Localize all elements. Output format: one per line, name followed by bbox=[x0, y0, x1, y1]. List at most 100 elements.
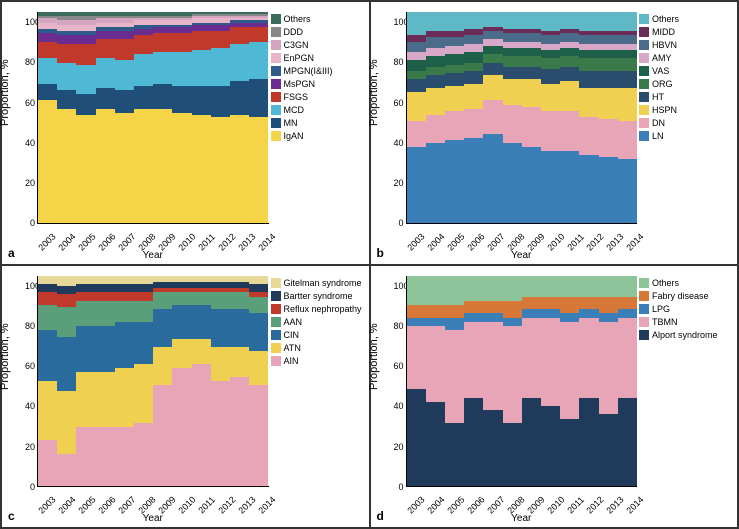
bar-segment bbox=[445, 276, 464, 305]
bar-segment bbox=[407, 79, 426, 92]
bar-segment bbox=[230, 292, 249, 309]
plot-area bbox=[406, 12, 638, 224]
bar-segment bbox=[153, 292, 172, 309]
bar-segment bbox=[96, 292, 115, 300]
bar-segment bbox=[503, 276, 522, 301]
bar-segment bbox=[560, 151, 579, 223]
bar-segment bbox=[483, 276, 502, 301]
bar-segment bbox=[599, 12, 618, 31]
bar-segment bbox=[541, 12, 560, 31]
bar-segment bbox=[445, 423, 464, 486]
legend-item: LPG bbox=[639, 304, 732, 314]
year-column bbox=[249, 276, 268, 487]
bar-segment bbox=[172, 33, 191, 52]
legend-swatch bbox=[271, 291, 281, 301]
bar-segment bbox=[560, 56, 579, 67]
year-column bbox=[618, 12, 637, 223]
y-tick: 60 bbox=[25, 98, 35, 108]
y-tick: 100 bbox=[394, 281, 404, 291]
x-ticks: 2003200420052006200720082009201020112012… bbox=[37, 237, 269, 247]
y-tick: 40 bbox=[394, 138, 404, 148]
x-axis-label: Year bbox=[37, 250, 269, 261]
bar-segment bbox=[134, 292, 153, 300]
legend-label: Gitelman syndrome bbox=[284, 278, 362, 288]
bar-segment bbox=[38, 284, 57, 292]
bar-segment bbox=[76, 326, 95, 372]
legend-item: MIDD bbox=[639, 27, 732, 37]
year-column bbox=[579, 12, 598, 223]
y-tick: 100 bbox=[394, 17, 404, 27]
bar-segment bbox=[115, 292, 134, 300]
bar-segment bbox=[96, 58, 115, 87]
bar-segment bbox=[579, 35, 598, 43]
legend-item: AIN bbox=[271, 356, 364, 366]
bar-segment bbox=[230, 27, 249, 44]
bar-segment bbox=[522, 107, 541, 147]
bar-segment bbox=[522, 48, 541, 56]
y-tick: 60 bbox=[394, 361, 404, 371]
legend-item: EnPGN bbox=[271, 53, 364, 63]
bar-segment bbox=[57, 391, 76, 454]
bar-segment bbox=[211, 292, 230, 309]
legend-swatch bbox=[271, 118, 281, 128]
bar-segment bbox=[249, 79, 268, 117]
y-tick: 20 bbox=[394, 442, 404, 452]
bar-segment bbox=[445, 73, 464, 86]
year-column bbox=[134, 12, 153, 223]
bar-segment bbox=[230, 377, 249, 486]
bar-segment bbox=[38, 440, 57, 486]
bar-segment bbox=[599, 322, 618, 415]
legend-label: FSGS bbox=[284, 92, 309, 102]
bar-segment bbox=[522, 309, 541, 317]
year-column bbox=[192, 12, 211, 223]
bar-segment bbox=[153, 109, 172, 223]
year-column bbox=[115, 276, 134, 487]
y-tick: 80 bbox=[394, 321, 404, 331]
year-column bbox=[38, 12, 57, 223]
bar-segment bbox=[38, 58, 57, 83]
bar-segment bbox=[407, 276, 426, 305]
bar-segment bbox=[57, 63, 76, 90]
x-axis-label: Year bbox=[406, 250, 638, 261]
legend-swatch bbox=[639, 79, 649, 89]
bar-segment bbox=[522, 318, 541, 398]
bar-segment bbox=[249, 117, 268, 222]
bar-segment bbox=[618, 35, 637, 43]
legend-label: Fabry disease bbox=[652, 291, 709, 301]
bar-segment bbox=[599, 71, 618, 88]
bar-segment bbox=[115, 60, 134, 89]
panel-d: Proportion, %020406080100200320042005200… bbox=[370, 265, 739, 529]
panel-label: b bbox=[377, 246, 384, 260]
bar-segment bbox=[192, 86, 211, 115]
bar-segment bbox=[464, 71, 483, 84]
bar-segment bbox=[153, 309, 172, 347]
y-tick: 60 bbox=[25, 361, 35, 371]
bar-segment bbox=[503, 67, 522, 80]
bar-segment bbox=[560, 12, 579, 29]
bars-container bbox=[407, 276, 638, 487]
bar-segment bbox=[599, 50, 618, 58]
bar-segment bbox=[96, 31, 115, 39]
plot-area bbox=[37, 12, 269, 224]
panel-label: a bbox=[8, 246, 15, 260]
bar-segment bbox=[522, 147, 541, 223]
bar-segment bbox=[426, 48, 445, 56]
bar-segment bbox=[579, 276, 598, 297]
legend-swatch bbox=[639, 27, 649, 37]
bar-segment bbox=[153, 52, 172, 84]
year-column bbox=[464, 12, 483, 223]
bar-segment bbox=[230, 44, 249, 82]
year-column bbox=[541, 276, 560, 487]
y-axis-label: Proportion, % bbox=[0, 60, 11, 127]
bar-segment bbox=[115, 113, 134, 222]
legend-item: HT bbox=[639, 92, 732, 102]
bar-segment bbox=[426, 402, 445, 486]
legend-swatch bbox=[639, 40, 649, 50]
y-tick: 100 bbox=[25, 17, 35, 27]
bars-container bbox=[38, 12, 269, 223]
bar-segment bbox=[599, 119, 618, 157]
legend-swatch bbox=[639, 291, 649, 301]
legend-swatch bbox=[271, 317, 281, 327]
legend-label: Others bbox=[284, 14, 311, 24]
legend-swatch bbox=[271, 105, 281, 115]
